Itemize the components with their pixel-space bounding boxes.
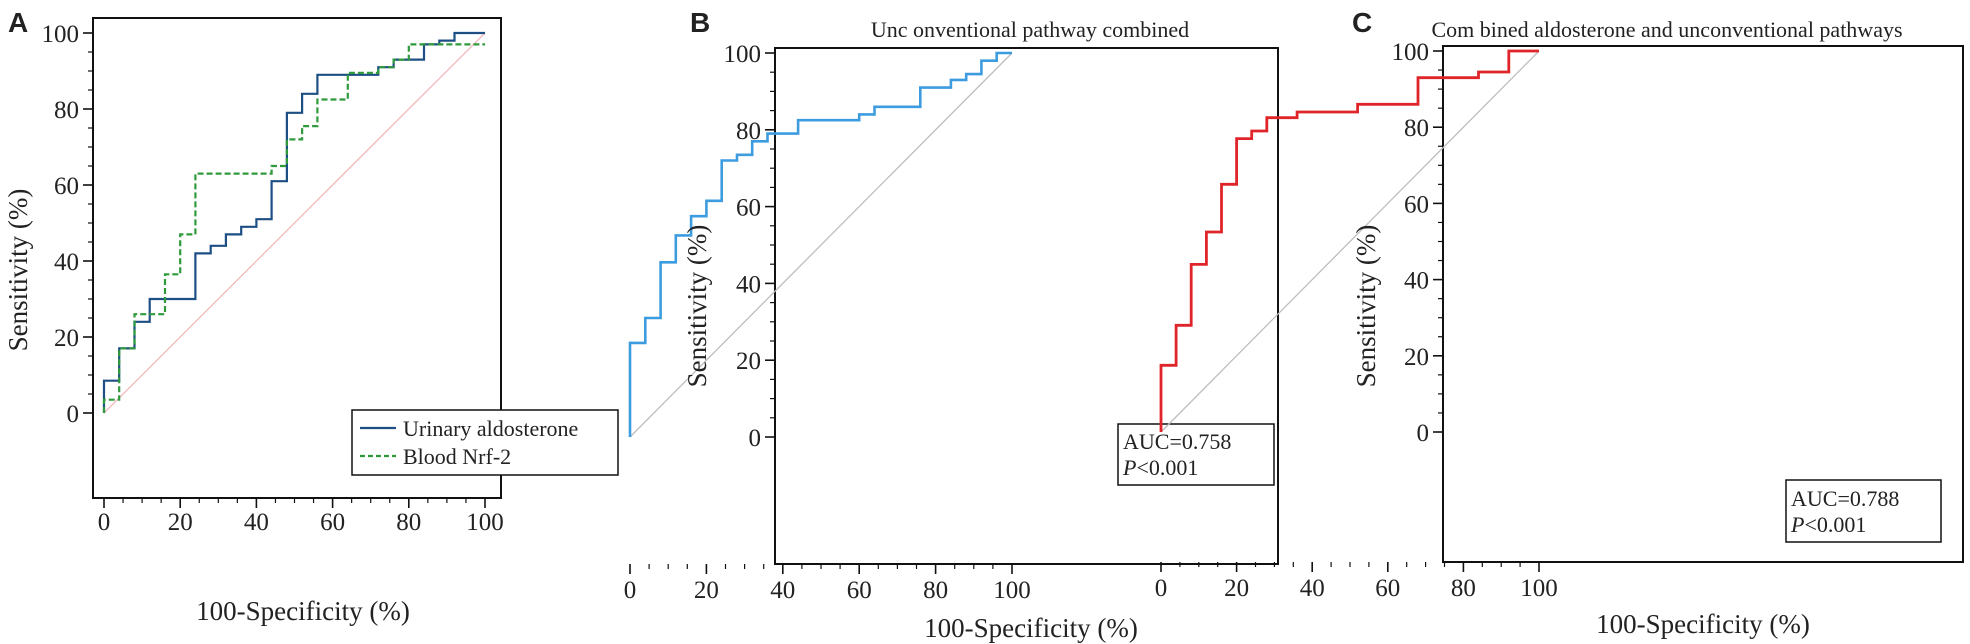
reference-diagonal [103, 32, 486, 414]
panel-label-b: B [690, 7, 710, 38]
y-tick-label: 40 [1404, 268, 1429, 295]
panel-a: A 0 20 40 60 80 100 0 20 40 60 80 100 100-Specifici… [3, 7, 619, 626]
y-tick-label: 0 [749, 425, 762, 452]
panel-b: B Unc onventional pathway combined 0 20 40… [624, 7, 1279, 643]
reference-diagonal [629, 52, 1013, 438]
reference-line-a [103, 32, 486, 414]
y-axis-label-c: Sensitivity (%) [1351, 225, 1381, 388]
chart-title-b: Unc onventional pathway combined [871, 17, 1189, 42]
x-tick-label: 80 [396, 509, 421, 536]
legend-a: Urinary aldosterone Blood Nrf-2 [351, 409, 619, 476]
p-value-label-c: P<0.001 [1790, 512, 1866, 537]
x-tick-label: 100 [1520, 575, 1558, 602]
y-tick-label: 100 [42, 21, 80, 48]
y-tick-label: 80 [54, 97, 79, 124]
legend-box-a [351, 409, 619, 476]
y-tick-label: 0 [67, 401, 80, 428]
legend-label-urinary-aldosterone: Urinary aldosterone [403, 416, 578, 441]
panel-label-c: C [1352, 7, 1372, 38]
y-tick-label: 20 [736, 348, 761, 375]
x-axis-label-b: 100-Specificity (%) [924, 613, 1138, 643]
x-tick-label: 80 [923, 577, 948, 604]
plot-frame-c [1442, 45, 1964, 563]
chart-title-c: Com bined aldosterone and unconventional… [1431, 17, 1902, 42]
x-tick-label: 100 [993, 577, 1031, 604]
x-tick-label: 20 [168, 509, 193, 536]
y-tick-label: 60 [1404, 191, 1429, 218]
series-group-b [628, 51, 1012, 437]
x-tick-label: 60 [1375, 575, 1400, 602]
reference-line-b [629, 52, 1013, 438]
annotation-box-c: AUC=0.788 P<0.001 [1785, 479, 1942, 543]
y-tick-label: 20 [1404, 344, 1429, 371]
x-tick-label: 20 [1224, 575, 1249, 602]
x-tick-label: 80 [1451, 575, 1476, 602]
panel-label-a: A [8, 7, 28, 38]
auc-label-c: AUC=0.788 [1791, 486, 1899, 511]
x-axis-label-c: 100-Specificity (%) [1596, 609, 1810, 639]
reference-diagonal [1160, 50, 1540, 433]
x-tick-label: 0 [624, 577, 637, 604]
x-tick-label: 0 [1155, 575, 1168, 602]
annotation-frame-b [1117, 423, 1275, 486]
legend-label-blood-nrf2: Blood Nrf-2 [403, 444, 511, 469]
y-axis-label-a: Sensitivity (%) [3, 189, 33, 352]
panel-c: C Com bined aldosterone and unconvention… [1155, 7, 1964, 639]
x-tick-label: 100 [466, 509, 504, 536]
y-tick-label: 40 [54, 249, 79, 276]
x-tick-label: 40 [770, 577, 795, 604]
y-tick-label: 0 [1417, 420, 1430, 447]
reference-line-c [1160, 50, 1540, 433]
y-tick-label: 80 [1404, 115, 1429, 142]
plot-frame-b [774, 47, 1279, 565]
x-tick-label: 40 [244, 509, 269, 536]
y-tick-label: 100 [724, 41, 762, 68]
y-tick-label: 60 [54, 173, 79, 200]
roc-curve-urinary-aldosterone [102, 31, 485, 413]
roc-curve-series-0 [628, 51, 1012, 437]
auc-label-b: AUC=0.758 [1123, 429, 1231, 454]
x-tick-label: 60 [847, 577, 872, 604]
roc-curve-blood-nrf-2 [102, 43, 485, 413]
annotation-box-b: AUC=0.758 P<0.001 [1117, 423, 1275, 486]
x-axis-label-a: 100-Specificity (%) [196, 596, 410, 626]
x-tick-label: 40 [1300, 575, 1325, 602]
y-tick-label: 40 [736, 271, 761, 298]
ticks-c: 0 20 40 60 80 100 0 20 40 60 80 100 [1155, 39, 1558, 602]
y-axis-label-b: Sensitivity (%) [682, 225, 712, 388]
ticks-a: 0 20 40 60 80 100 0 20 40 60 80 100 [42, 21, 504, 536]
annotation-frame-c [1785, 479, 1942, 543]
x-tick-label: 60 [320, 509, 345, 536]
plot-frame-a [92, 17, 502, 499]
roc-curve-series-0 [1159, 49, 1539, 432]
series-group-c [1159, 49, 1539, 432]
series-group-a [102, 31, 485, 413]
x-tick-label: 20 [694, 577, 719, 604]
y-tick-label: 20 [54, 325, 79, 352]
y-tick-label: 100 [1392, 39, 1430, 66]
y-tick-label: 60 [736, 195, 761, 222]
p-value-label-b: P<0.001 [1122, 455, 1198, 480]
x-tick-label: 0 [98, 509, 111, 536]
